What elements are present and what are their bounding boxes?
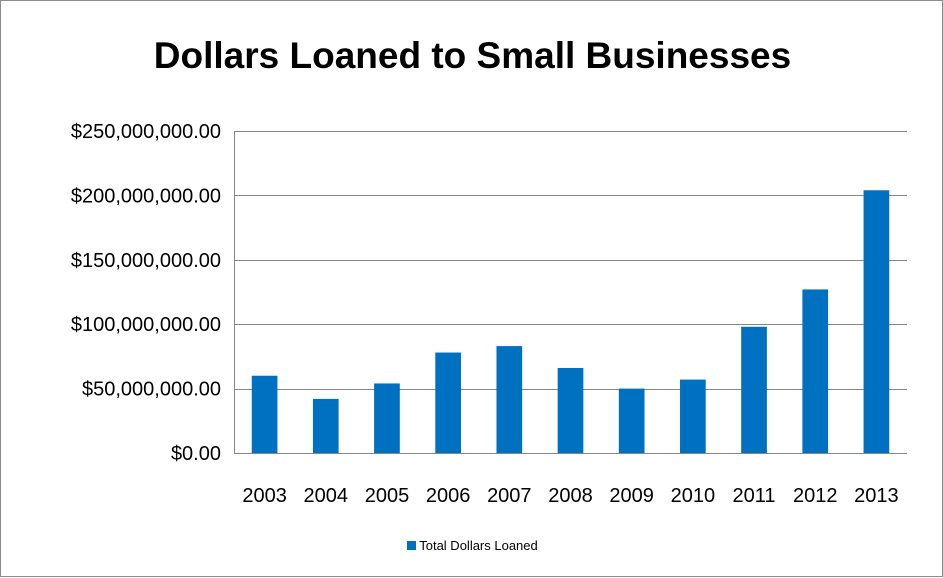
bar xyxy=(374,383,400,453)
y-tick-labels: $0.00 $50,000,000.00 $100,000,000.00 $150,0… xyxy=(71,121,221,465)
y-tick-label: $100,000,000.00 xyxy=(71,314,221,336)
gridlines xyxy=(234,131,907,390)
y-tick-label: $200,000,000.00 xyxy=(71,185,221,207)
bar xyxy=(802,289,829,453)
y-tick-label: $50,000,000.00 xyxy=(82,379,221,401)
x-tick-label: 2009 xyxy=(609,485,654,507)
bar xyxy=(435,352,461,453)
y-tick-label: $250,000,000.00 xyxy=(71,121,221,143)
x-tick-label: 2003 xyxy=(242,485,287,507)
bar xyxy=(741,326,767,453)
bar xyxy=(863,190,890,454)
bar xyxy=(618,388,645,453)
chart-title: Dollars Loaned to Small Businesses xyxy=(153,35,792,76)
x-tick-label: 2008 xyxy=(548,485,593,507)
x-tick-label: 2004 xyxy=(304,485,349,507)
legend-label: Total Dollars Loaned xyxy=(419,538,538,553)
bar xyxy=(251,375,278,453)
axes xyxy=(234,131,907,454)
bar xyxy=(312,398,339,453)
bars xyxy=(251,190,890,454)
bar xyxy=(496,346,523,453)
y-tick-label: $0.00 xyxy=(171,443,221,465)
x-tick-label: 2005 xyxy=(365,485,410,507)
x-tick-label: 2012 xyxy=(793,485,838,507)
x-tick-label: 2010 xyxy=(671,485,716,507)
x-tick-labels: 2003 2004 2005 2006 2007 2008 2009 2010 2011 2012… xyxy=(242,485,898,507)
y-tick-label: $150,000,000.00 xyxy=(71,250,221,272)
bar xyxy=(557,367,584,453)
x-tick-label: 2006 xyxy=(426,485,471,507)
x-tick-label: 2013 xyxy=(854,485,899,507)
legend-swatch xyxy=(407,541,417,550)
legend: Total Dollars Loaned xyxy=(1,539,943,553)
bar xyxy=(680,379,706,453)
x-tick-label: 2011 xyxy=(733,485,776,507)
x-tick-label: 2007 xyxy=(487,485,532,507)
